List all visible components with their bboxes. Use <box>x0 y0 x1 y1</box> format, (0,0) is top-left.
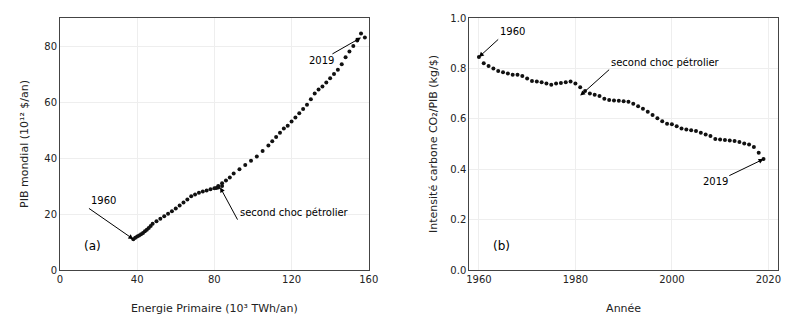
svg-text:160: 160 <box>359 274 378 285</box>
svg-text:2020: 2020 <box>756 274 781 285</box>
svg-text:0.4: 0.4 <box>450 164 466 175</box>
svg-text:0.6: 0.6 <box>450 113 466 124</box>
svg-text:(b): (b) <box>493 239 510 253</box>
svg-text:20: 20 <box>44 209 57 220</box>
svg-text:second choc pétrolier: second choc pétrolier <box>240 207 349 218</box>
svg-text:60: 60 <box>44 97 57 108</box>
svg-text:80: 80 <box>208 274 221 285</box>
svg-text:0.0: 0.0 <box>450 265 466 276</box>
svg-text:(a): (a) <box>84 239 101 253</box>
svg-text:Energie Primaire (10³ TWh/an): Energie Primaire (10³ TWh/an) <box>131 302 298 315</box>
svg-text:1960: 1960 <box>500 26 525 37</box>
svg-text:1960: 1960 <box>91 195 116 206</box>
svg-text:40: 40 <box>131 274 144 285</box>
svg-text:40: 40 <box>44 153 57 164</box>
svg-text:PIB mondial (10¹² $/an): PIB mondial (10¹² $/an) <box>18 80 31 208</box>
svg-text:Année: Année <box>606 302 641 315</box>
svg-text:80: 80 <box>44 41 57 52</box>
svg-text:0.8: 0.8 <box>450 63 466 74</box>
svg-text:second choc pétrolier: second choc pétrolier <box>611 57 720 68</box>
svg-text:0: 0 <box>51 265 57 276</box>
svg-text:1.0: 1.0 <box>450 13 466 24</box>
svg-text:120: 120 <box>282 274 301 285</box>
svg-text:2019: 2019 <box>703 176 728 187</box>
svg-text:Intensité carbone CO₂/PIB (kg/: Intensité carbone CO₂/PIB (kg/$) <box>427 55 440 233</box>
svg-text:2000: 2000 <box>659 274 684 285</box>
svg-text:1980: 1980 <box>563 274 588 285</box>
svg-text:1960: 1960 <box>466 274 491 285</box>
svg-text:0: 0 <box>57 274 63 285</box>
svg-text:0.2: 0.2 <box>450 214 466 225</box>
svg-text:2019: 2019 <box>309 55 334 66</box>
